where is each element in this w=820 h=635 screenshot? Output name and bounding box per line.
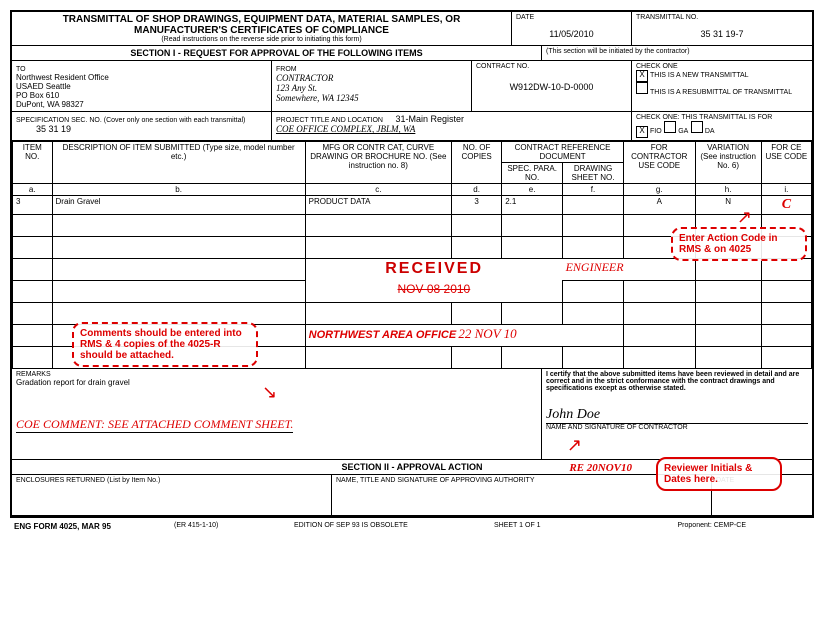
item-mfg: PRODUCT DATA xyxy=(305,196,451,215)
spec-value: 35 31 19 xyxy=(36,124,71,134)
item-spec: 2.1 xyxy=(502,196,563,215)
date-value: 11/05/2010 xyxy=(516,29,627,39)
col-item: ITEM NO. xyxy=(13,142,53,184)
arrow-icon: ↗ xyxy=(737,207,752,228)
signature: John Doe xyxy=(546,407,808,424)
check-opt2: THIS IS A RESUBMITTAL OF TRANSMITTAL xyxy=(650,89,792,96)
contract-label: CONTRACT NO. xyxy=(476,63,627,70)
transmittal-no: 35 31 19-7 xyxy=(636,29,808,39)
project-label: PROJECT TITLE AND LOCATION xyxy=(276,117,383,124)
footer-sheet: SHEET 1 OF 1 xyxy=(490,520,630,533)
received-stamp: RECEIVED xyxy=(385,260,483,277)
item-ce: C xyxy=(761,196,811,215)
item-copies: 3 xyxy=(452,196,502,215)
date-label: DATE xyxy=(516,14,627,21)
item-no: 3 xyxy=(13,196,53,215)
approve-label: NAME, TITLE AND SIGNATURE OF APPROVING A… xyxy=(336,477,707,484)
remarks-label: REMARKS xyxy=(16,371,537,378)
to-label: TO xyxy=(16,66,26,73)
section2-date: RE 20NOV10 xyxy=(569,462,632,474)
annotation-comments: Comments should be entered into RMS & 4 … xyxy=(72,322,258,367)
arrow-icon: ↘ xyxy=(262,382,277,403)
col-dwg: DRAWING SHEET NO. xyxy=(563,163,624,184)
section1-title: SECTION I - REQUEST FOR APPROVAL OF THE … xyxy=(12,46,542,60)
col-var: VARIATION (See instruction No. 6) xyxy=(695,142,761,184)
engineer-text: ENGINEER xyxy=(566,260,624,274)
item-desc: Drain Gravel xyxy=(52,196,305,215)
footer-form: ENG FORM 4025, MAR 95 xyxy=(10,520,170,533)
col-ref: CONTRACT REFERENCE DOCUMENT xyxy=(502,142,624,163)
checkbox-da[interactable] xyxy=(691,121,703,133)
project-val2: COE OFFICE COMPLEX, JBLM, WA xyxy=(276,124,627,134)
item-contr: A xyxy=(623,196,695,215)
col-desc: DESCRIPTION OF ITEM SUBMITTED (Type size… xyxy=(52,142,305,184)
project-val1: 31-Main Register xyxy=(395,114,464,124)
table-row: 3 Drain Gravel PRODUCT DATA 3 2.1 A N C xyxy=(13,196,812,215)
to-line4: DuPont, WA 98327 xyxy=(16,100,267,109)
spec-label: SPECIFICATION SEC. NO. (Cover only one s… xyxy=(16,117,245,124)
col-spec: SPEC. PARA. NO. xyxy=(502,163,563,184)
to-line3: PO Box 610 xyxy=(16,91,267,100)
item-dwg xyxy=(563,196,624,215)
footer-prop: Proponent: CEMP-CE xyxy=(630,520,750,533)
to-line1: Northwest Resident Office xyxy=(16,73,267,82)
from-line2: 123 Any St. xyxy=(276,83,467,93)
col-contr: FOR CONTRACTOR USE CODE xyxy=(623,142,695,184)
contract-value: W912DW-10-D-0000 xyxy=(476,82,627,92)
check-label: CHECK ONE xyxy=(636,63,808,70)
from-line1: CONTRACTOR xyxy=(276,73,467,83)
col-mfg: MFG OR CONTR CAT, CURVE DRAWING OR BROCH… xyxy=(305,142,451,184)
cert-text: I certify that the above submitted items… xyxy=(546,371,808,392)
remarks-handwritten: COE COMMENT: SEE ATTACHED COMMENT SHEET. xyxy=(16,417,293,433)
stamp-date2: 22 NOV 10 xyxy=(458,326,516,341)
stamp-date1: NOV 08 2010 xyxy=(398,282,471,296)
footer-edition: EDITION OF SEP 93 IS OBSOLETE xyxy=(290,520,490,533)
form-title: TRANSMITTAL OF SHOP DRAWINGS, EQUIPMENT … xyxy=(16,14,507,36)
checkbox-new[interactable]: X xyxy=(636,70,648,82)
from-label: FROM xyxy=(276,66,297,73)
transmit-for-label: CHECK ONE: THIS TRANSMITTAL IS FOR xyxy=(636,114,808,121)
check-opt1: THIS IS A NEW TRANSMITTAL xyxy=(650,72,749,79)
checkbox-resubmit[interactable] xyxy=(636,82,648,94)
section2-title: SECTION II - APPROVAL ACTION xyxy=(341,462,482,472)
encl-label: ENCLOSURES RETURNED (List by Item No.) xyxy=(16,477,327,484)
arrow-icon: ↗ xyxy=(567,435,582,456)
checkbox-fio[interactable]: X xyxy=(636,126,648,138)
checkbox-ga[interactable] xyxy=(664,121,676,133)
section1-note: (This section will be initiated by the c… xyxy=(542,46,812,60)
col-copies: NO. OF COPIES xyxy=(452,142,502,184)
office-stamp: NORTHWEST AREA OFFICE xyxy=(309,329,456,341)
transmittal-no-label: TRANSMITTAL NO. xyxy=(636,14,808,21)
footer-er: (ER 415-1-10) xyxy=(170,520,290,533)
to-line2: USAED Seattle xyxy=(16,82,267,91)
sig-label: NAME AND SIGNATURE OF CONTRACTOR xyxy=(546,424,808,431)
col-ce: FOR CE USE CODE xyxy=(761,142,811,184)
form-subtitle: (Read instructions on the reverse side p… xyxy=(16,36,507,43)
form-4025: TRANSMITTAL OF SHOP DRAWINGS, EQUIPMENT … xyxy=(10,10,814,518)
annotation-action-code: Enter Action Code in RMS & on 4025 xyxy=(671,227,807,261)
annotation-reviewer: Reviewer Initials & Dates here. xyxy=(656,457,782,491)
from-line3: Somewhere, WA 12345 xyxy=(276,93,467,103)
